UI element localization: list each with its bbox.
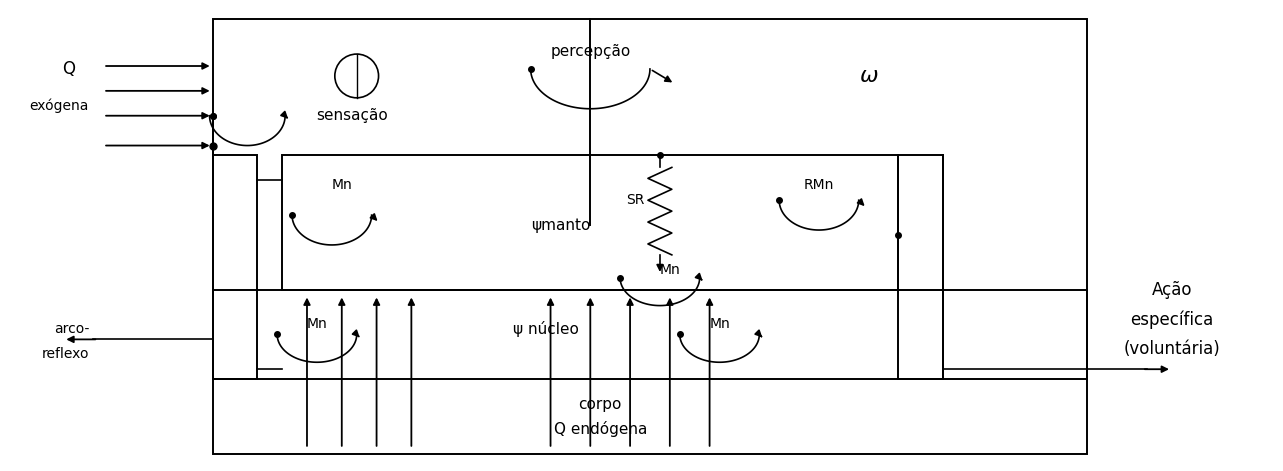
Text: SR: SR xyxy=(626,193,644,207)
Text: específica: específica xyxy=(1130,310,1214,329)
Text: Mn: Mn xyxy=(307,317,327,332)
Text: sensação: sensação xyxy=(316,108,387,123)
Text: exógena: exógena xyxy=(28,98,89,113)
Bar xyxy=(213,155,258,379)
Text: Mn: Mn xyxy=(709,317,730,332)
Text: (voluntária): (voluntária) xyxy=(1124,341,1220,358)
Bar xyxy=(898,155,943,379)
Text: reflexo: reflexo xyxy=(41,347,89,361)
Bar xyxy=(213,19,1088,454)
Text: Mn: Mn xyxy=(331,179,352,192)
Text: Mn: Mn xyxy=(659,263,680,277)
Text: percepção: percepção xyxy=(550,44,630,58)
Bar xyxy=(213,290,1088,379)
Text: ψ núcleo: ψ núcleo xyxy=(513,321,579,337)
Text: corpo: corpo xyxy=(579,397,622,412)
Text: arco-: arco- xyxy=(54,323,89,336)
Bar xyxy=(282,155,898,290)
Text: RMn: RMn xyxy=(803,179,834,192)
Text: Q endógena: Q endógena xyxy=(553,421,647,437)
Text: ψmanto: ψmanto xyxy=(531,218,590,233)
Text: Ação: Ação xyxy=(1152,281,1192,299)
Text: Q: Q xyxy=(62,60,74,78)
Text: ω: ω xyxy=(860,66,878,86)
